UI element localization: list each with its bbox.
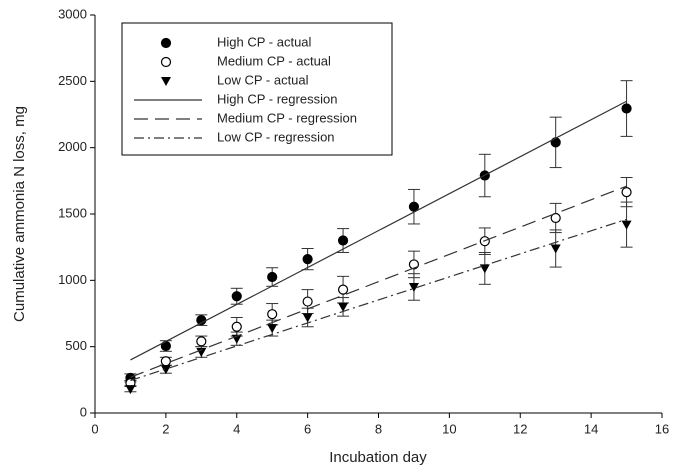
marker: [160, 37, 172, 49]
y-tick-label: 2000: [58, 139, 87, 154]
x-tick-label: 8: [375, 421, 382, 436]
marker: [621, 220, 632, 230]
legend-label: High CP - actual: [217, 34, 312, 49]
marker: [231, 321, 242, 332]
marker: [337, 235, 349, 246]
marker: [337, 284, 349, 295]
marker: [550, 244, 561, 254]
x-tick-label: 14: [584, 421, 598, 436]
regression-line: [130, 218, 627, 382]
marker: [160, 365, 171, 375]
marker: [267, 324, 278, 334]
legend-label: Medium CP - regression: [217, 110, 357, 125]
marker: [408, 282, 419, 292]
marker: [338, 302, 349, 312]
marker: [267, 271, 278, 283]
marker: [479, 264, 490, 274]
marker: [160, 56, 172, 68]
marker: [550, 212, 561, 224]
legend-label: Low CP - regression: [217, 129, 335, 144]
y-tick-label: 2500: [58, 73, 87, 88]
x-tick-label: 12: [513, 421, 527, 436]
regression-line: [130, 185, 627, 378]
marker: [302, 313, 313, 323]
marker: [125, 385, 136, 395]
marker: [231, 291, 242, 302]
x-tick-label: 16: [655, 421, 669, 436]
marker: [161, 77, 171, 86]
marker: [196, 336, 207, 347]
x-tick-label: 0: [91, 421, 98, 436]
regression-line: [130, 100, 627, 361]
x-axis-label: Incubation day: [329, 449, 427, 466]
marker: [302, 296, 313, 307]
legend-label: Low CP - actual: [217, 72, 309, 87]
y-axis-label: Cumulative ammonia N loss, mg: [11, 106, 28, 322]
marker: [267, 309, 278, 320]
marker: [302, 254, 313, 265]
x-tick-label: 6: [304, 421, 311, 436]
y-tick-label: 1000: [58, 272, 87, 287]
legend-label: Medium CP - actual: [217, 53, 331, 68]
y-tick-label: 500: [65, 338, 87, 353]
marker: [408, 201, 420, 212]
x-tick-label: 4: [233, 421, 240, 436]
y-tick-label: 3000: [58, 6, 87, 21]
x-tick-label: 2: [162, 421, 169, 436]
y-tick-label: 0: [80, 404, 87, 419]
legend-label: High CP - regression: [217, 91, 337, 106]
marker: [621, 103, 632, 114]
marker: [621, 187, 632, 198]
y-tick-label: 1500: [58, 205, 87, 220]
x-tick-label: 10: [442, 421, 456, 436]
